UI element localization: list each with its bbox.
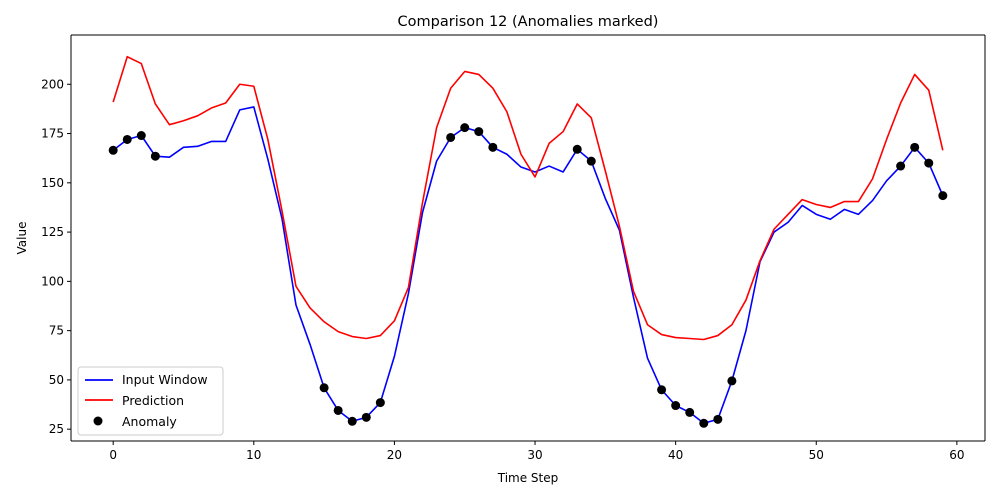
y-axis-title: Value xyxy=(15,222,29,255)
legend-label-input-window: Input Window xyxy=(122,372,208,387)
anomaly-point xyxy=(671,401,681,411)
anomaly-point xyxy=(333,405,343,415)
y-tick-label: 175 xyxy=(41,127,64,141)
legend-box xyxy=(77,366,224,436)
x-tick-label: 50 xyxy=(809,448,824,462)
x-tick-label: 10 xyxy=(246,448,261,462)
x-axis-title: Time Step xyxy=(497,471,559,485)
x-tick-label: 0 xyxy=(109,448,117,462)
legend-swatch-anomaly xyxy=(93,416,103,426)
series-line-prediction xyxy=(112,55,944,341)
chart-title: Comparison 12 (Anomalies marked) xyxy=(398,14,659,30)
anomaly-point xyxy=(685,407,695,417)
anomaly-point xyxy=(446,132,456,142)
anomaly-point xyxy=(896,161,906,171)
anomaly-point xyxy=(924,158,934,168)
anomaly-point xyxy=(347,416,357,426)
anomaly-point xyxy=(572,144,582,154)
x-tick-label: 40 xyxy=(668,448,683,462)
legend: Input Window Prediction Anomaly xyxy=(77,366,224,436)
legend-label-anomaly: Anomaly xyxy=(122,414,177,429)
y-tick-label: 25 xyxy=(49,422,64,436)
anomaly-point xyxy=(136,131,146,141)
anomaly-point xyxy=(460,123,470,133)
y-tick-label: 100 xyxy=(41,274,64,288)
anomaly-point xyxy=(586,156,596,166)
series-line-input-window xyxy=(112,106,944,425)
anomaly-point xyxy=(727,376,737,386)
y-tick-label: 125 xyxy=(41,225,64,239)
legend-label-prediction: Prediction xyxy=(122,393,184,408)
anomaly-point xyxy=(474,127,484,137)
anomaly-point xyxy=(122,134,132,144)
y-tick-label: 200 xyxy=(41,77,64,91)
x-tick-label: 20 xyxy=(387,448,402,462)
y-tick-label: 50 xyxy=(49,373,64,387)
x-tick-label: 30 xyxy=(527,448,542,462)
axes-frame xyxy=(70,34,986,442)
anomaly-point xyxy=(713,414,723,424)
series-layer xyxy=(108,55,948,428)
y-tick-label: 150 xyxy=(41,176,64,190)
anomaly-point xyxy=(910,142,920,152)
anomaly-point xyxy=(938,191,948,201)
y-axis: 25 50 75 100 125 150 175 200 xyxy=(41,77,71,436)
anomaly-point xyxy=(108,145,118,155)
anomaly-point xyxy=(150,151,160,161)
x-tick-label: 60 xyxy=(949,448,964,462)
anomaly-point xyxy=(699,418,709,428)
anomaly-point xyxy=(488,142,498,152)
anomaly-point xyxy=(319,383,329,393)
x-axis: 0 10 20 30 40 50 60 xyxy=(109,441,965,462)
anomaly-point xyxy=(657,385,667,395)
y-tick-label: 75 xyxy=(49,324,64,338)
anomaly-point xyxy=(375,398,385,408)
anomaly-point xyxy=(361,412,371,422)
